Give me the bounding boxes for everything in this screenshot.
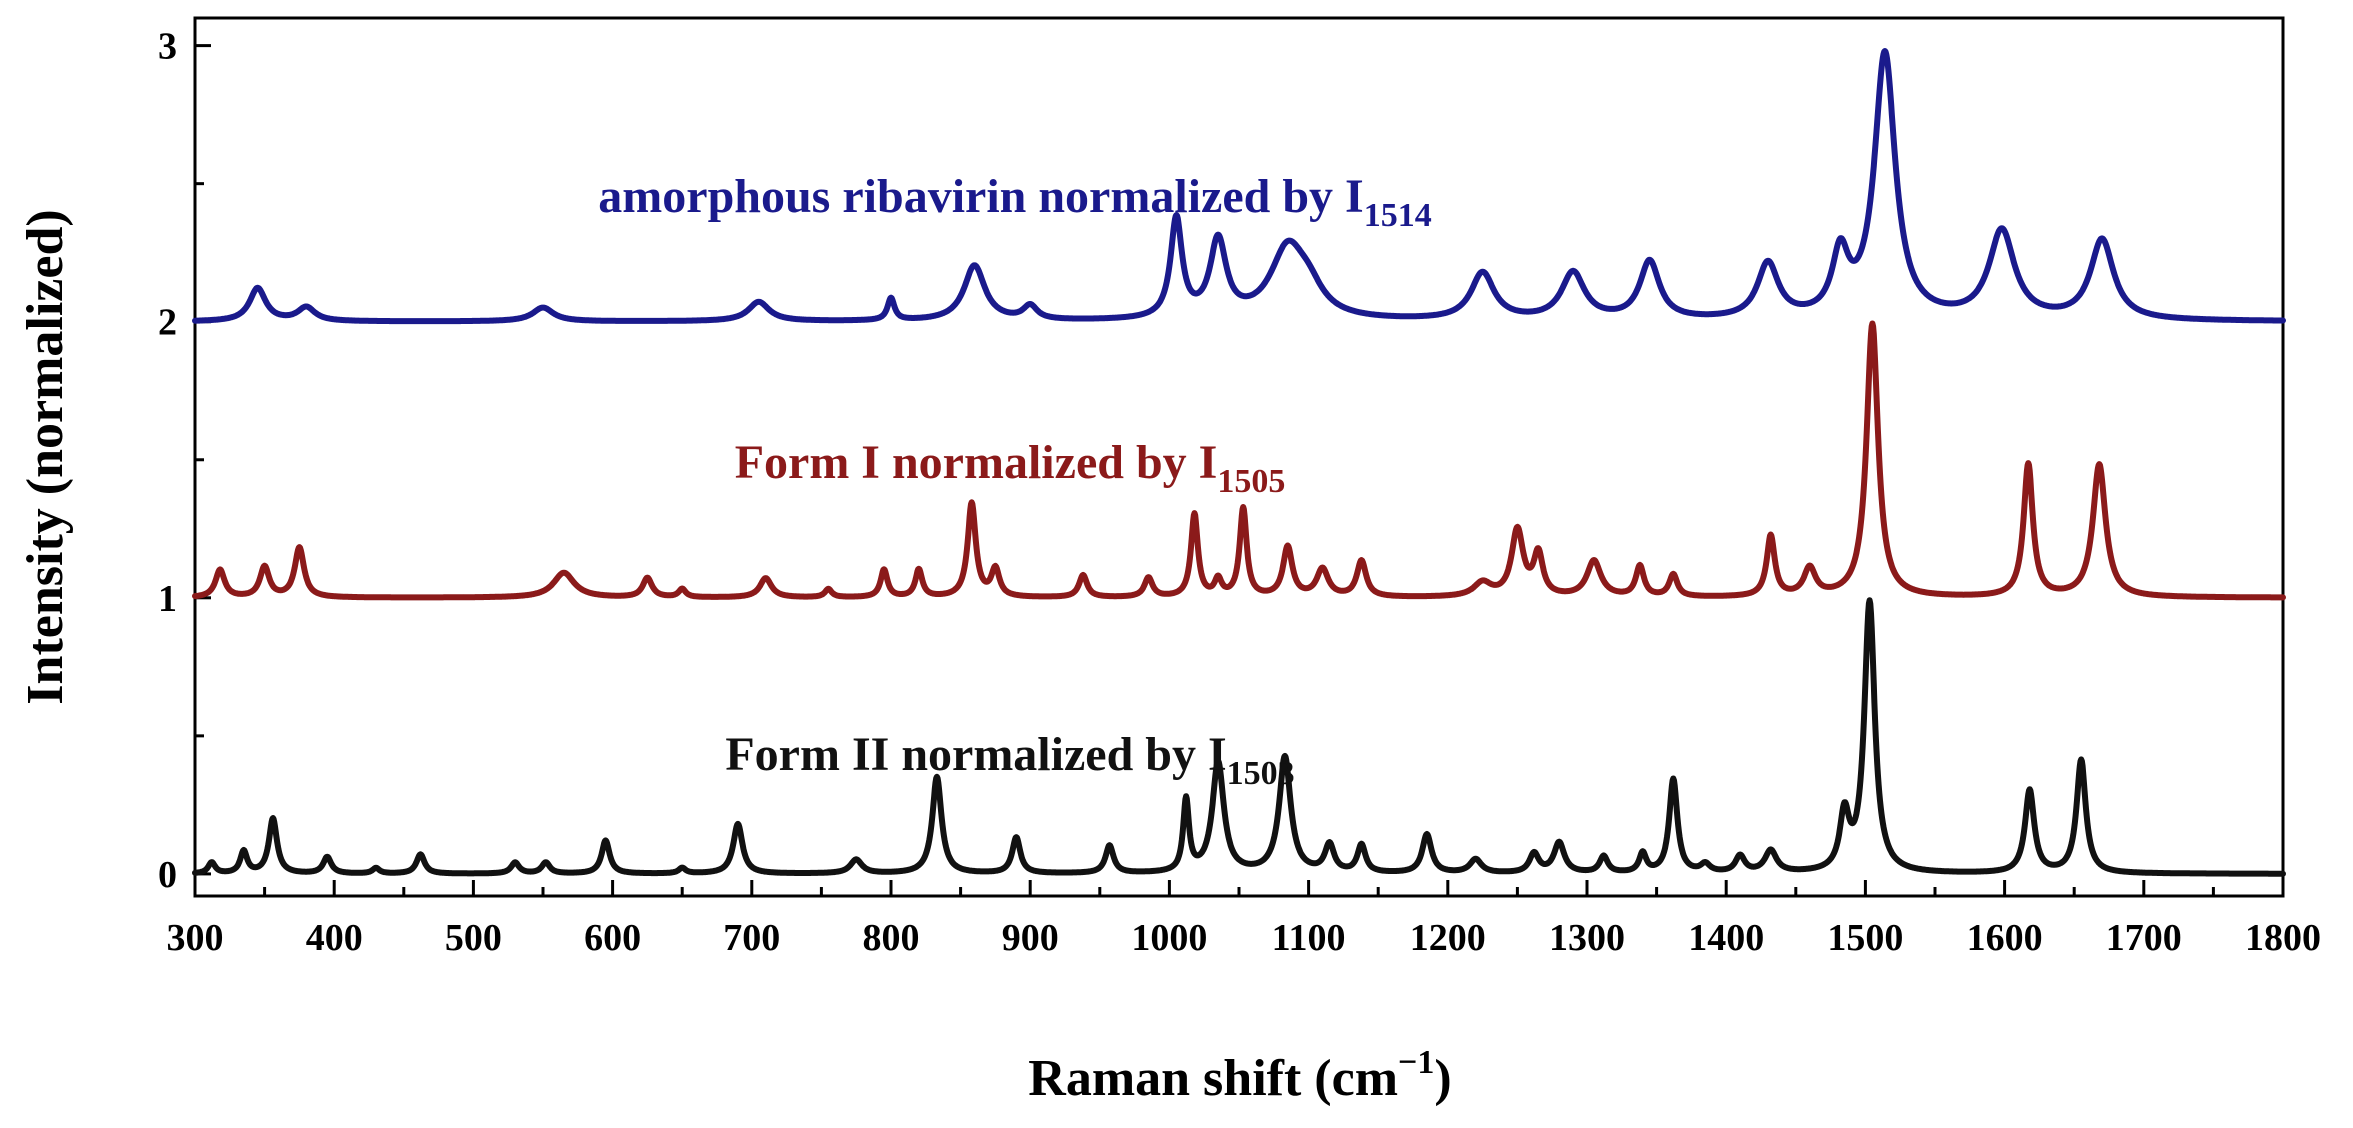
x-axis-label-main: Raman shift (cm	[1028, 1050, 1398, 1107]
x-axis-label: Raman shift (cm−1)	[1028, 1044, 1451, 1107]
series-label-form-ii-text: Form II normalized by I	[725, 728, 1226, 781]
x-axis: 300 400 500 600 700 800 900 1000 1100 1200 1300 140…	[167, 880, 2321, 959]
y-axis: 0 1 2 3	[158, 26, 211, 896]
x-tick-label-400: 400	[306, 917, 363, 959]
x-tick-label-1400: 1400	[1688, 917, 1764, 959]
x-tick-label-1300: 1300	[1549, 917, 1625, 959]
series-label-form-i-sub: 1505	[1217, 463, 1285, 500]
series-label-amorphous-text: amorphous ribavirin normalized by I	[598, 170, 1363, 223]
x-tick-label-800: 800	[863, 917, 920, 959]
series-label-amorphous: amorphous ribavirin normalized by I1514	[598, 170, 1431, 234]
x-tick-label-1700: 1700	[2106, 917, 2182, 959]
x-tick-label-600: 600	[584, 917, 641, 959]
x-tick-label-300: 300	[167, 917, 224, 959]
x-tick-label-500: 500	[445, 917, 502, 959]
x-tick-label-1800: 1800	[2245, 917, 2321, 959]
y-tick-label-1: 1	[158, 578, 177, 620]
x-tick-label-1200: 1200	[1410, 917, 1486, 959]
series-lines	[192, 48, 2286, 877]
x-tick-label-1000: 1000	[1131, 917, 1207, 959]
x-tick-label-900: 900	[1002, 917, 1059, 959]
y-axis-label: Intensity (normalized)	[17, 209, 74, 704]
series-label-form-ii: Form II normalized by I1503	[725, 728, 1294, 792]
x-axis-label-sup: −1	[1398, 1044, 1434, 1081]
y-tick-label-0: 0	[158, 854, 177, 896]
series-label-form-i-text: Form I normalized by I	[735, 436, 1218, 489]
x-axis-label-close: )	[1434, 1050, 1451, 1107]
y-tick-label-3: 3	[158, 26, 177, 68]
series-label-form-i: Form I normalized by I1505	[735, 436, 1286, 500]
series-line-amorphous-ribavirin	[192, 48, 2286, 325]
x-tick-label-1500: 1500	[1827, 917, 1903, 959]
series-label-form-ii-sub: 1503	[1227, 755, 1295, 792]
y-tick-label-2: 2	[158, 302, 177, 344]
x-tick-label-1600: 1600	[1967, 917, 2043, 959]
series-line-form-ii	[192, 597, 2286, 877]
series-line-form-i	[192, 320, 2286, 601]
series-label-amorphous-sub: 1514	[1364, 197, 1432, 234]
x-tick-label-700: 700	[723, 917, 780, 959]
x-tick-label-1100: 1100	[1272, 917, 1346, 959]
